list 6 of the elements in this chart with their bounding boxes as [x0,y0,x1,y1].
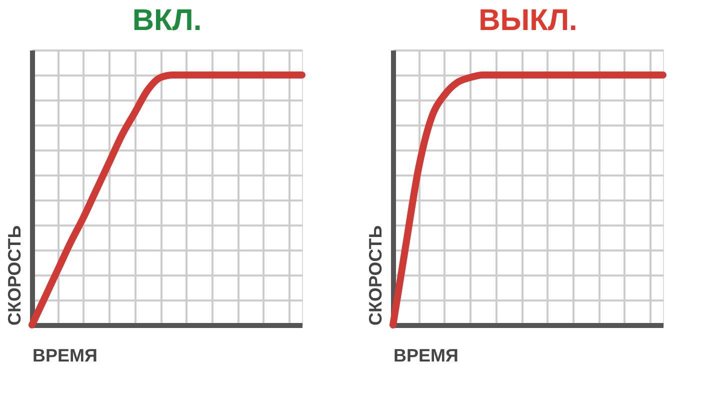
y-axis-title: СКОРОСТЬ [4,225,24,326]
y-axis-title: СКОРОСТЬ [366,225,386,326]
x-axis-title: ВРЕМЯ [394,346,458,366]
chart-title: ВЫКЛ. [478,4,578,37]
x-axis-title: ВРЕМЯ [32,346,98,366]
chart-title: ВКЛ. [132,4,202,37]
